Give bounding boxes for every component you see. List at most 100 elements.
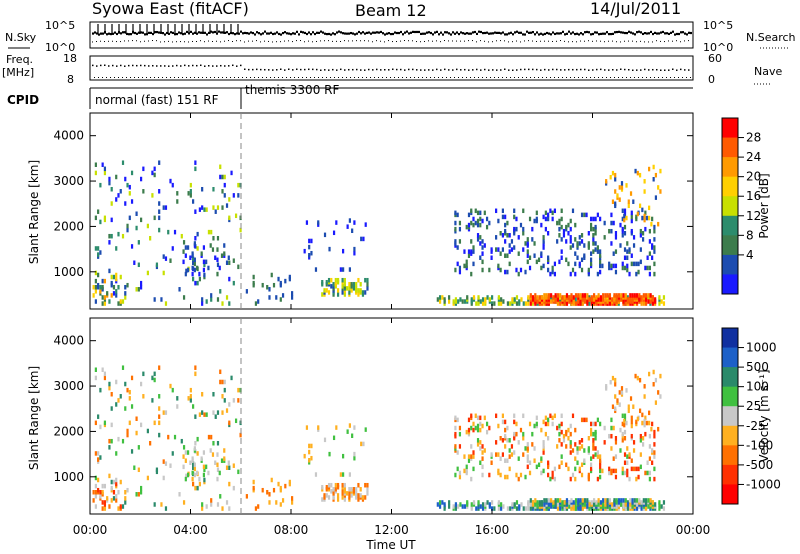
velocity-cell	[184, 476, 187, 482]
freq-sample	[648, 69, 650, 71]
velocity-cell	[603, 440, 606, 445]
velocity-cell	[553, 466, 557, 472]
velocity-cell	[327, 495, 331, 500]
noise-sample	[496, 31, 498, 35]
nave-sample	[194, 77, 195, 78]
velocity-cell	[112, 496, 116, 501]
power-cell	[130, 170, 134, 176]
velocity-cell	[639, 464, 642, 470]
power-cell	[542, 214, 545, 220]
power-cell	[94, 284, 97, 290]
search-noise-sample	[320, 40, 321, 42]
power-cell	[476, 218, 480, 224]
velocity-cell	[556, 444, 559, 449]
velocity-cell	[630, 466, 633, 472]
velocity-cell	[94, 367, 97, 372]
power-cell	[153, 166, 156, 172]
velocity-cell	[589, 421, 593, 427]
search-noise-sample	[92, 41, 93, 43]
velocity-cell	[115, 451, 118, 456]
y-tick-label: 4000	[53, 334, 84, 348]
power-cell	[609, 174, 612, 180]
power-cell	[160, 297, 163, 302]
power-cell	[321, 280, 324, 285]
freq-sample	[312, 68, 314, 71]
noise-sample	[604, 32, 606, 35]
velocity-cell	[556, 506, 560, 511]
noise-sample	[198, 31, 200, 34]
velocity-cell	[477, 500, 480, 505]
velocity-cell	[454, 502, 458, 507]
search-noise-sample	[424, 40, 425, 42]
power-cell	[623, 224, 627, 230]
right-bottom-tick: 10^0	[703, 41, 733, 54]
freq-top-tick: 18	[63, 52, 77, 65]
power-cell	[110, 186, 113, 192]
power-cell	[614, 172, 617, 178]
search-noise-sample	[188, 41, 189, 43]
power-cell	[641, 215, 644, 221]
y-tick-label: 3000	[53, 379, 84, 393]
power-cell	[228, 260, 231, 265]
noise-sample	[110, 32, 112, 36]
power-cell	[232, 193, 235, 198]
power-cell	[124, 176, 127, 182]
noise-sample	[246, 32, 248, 35]
power-cell	[137, 287, 140, 292]
velocity-cell	[193, 466, 196, 472]
velocity-cell	[504, 419, 507, 425]
velocity-cell	[470, 444, 473, 449]
velocity-cell	[576, 460, 579, 465]
power-cell	[641, 231, 645, 236]
noise-sample	[418, 30, 420, 34]
velocity-cell	[203, 467, 206, 473]
power-cell	[332, 230, 336, 236]
velocity-cell	[470, 454, 473, 459]
velocity-cell	[92, 489, 95, 495]
nave-sample	[366, 77, 367, 78]
power-cell	[522, 301, 525, 306]
power-cell	[565, 293, 569, 298]
velocity-cell	[614, 406, 617, 412]
noise-sample	[346, 32, 348, 35]
velocity-cell	[499, 456, 502, 461]
velocity-cell	[621, 470, 624, 476]
noise-sample	[366, 31, 368, 35]
power-cell	[196, 246, 199, 251]
freq-sample	[368, 68, 370, 71]
nave-sample	[362, 77, 363, 78]
noise-sample	[144, 33, 146, 36]
velocity-cell	[599, 474, 602, 480]
nave-sample	[398, 77, 399, 78]
velocity-cell	[210, 498, 213, 503]
power-cell	[536, 299, 539, 304]
velocity-cell	[586, 498, 589, 503]
freq-sample	[288, 68, 290, 71]
power-cell	[110, 293, 113, 298]
power-cell	[189, 193, 192, 198]
freq-sample	[540, 69, 542, 71]
power-cell	[506, 253, 509, 258]
velocity-cell	[639, 433, 642, 439]
velocity-cell	[214, 414, 217, 419]
power-cell	[362, 236, 365, 242]
x-tick-label: 16:00	[475, 523, 510, 537]
power-cell	[625, 183, 628, 188]
power-cell	[479, 241, 482, 246]
velocity-cell	[160, 502, 163, 507]
velocity-cell	[261, 487, 264, 493]
freq-sample	[212, 65, 214, 67]
velocity-cell	[542, 468, 545, 474]
power-cell	[599, 269, 602, 275]
noise-sample	[614, 31, 616, 34]
noise-sample	[612, 32, 614, 35]
nave-sample	[158, 77, 159, 78]
search-noise-sample	[604, 41, 605, 43]
power-cell	[169, 178, 172, 184]
power-cell	[641, 207, 644, 213]
velocity-cell	[544, 421, 547, 427]
velocity-cell	[458, 474, 462, 480]
power-cell	[112, 274, 116, 280]
power-cell	[227, 255, 230, 260]
noise-sample	[352, 32, 354, 35]
